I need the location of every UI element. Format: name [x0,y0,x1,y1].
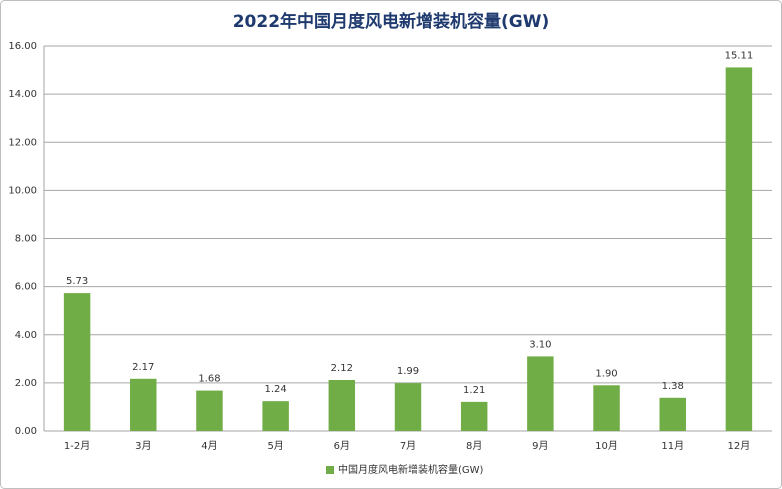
x-tick-label: 6月 [334,440,350,452]
bar [725,67,753,432]
y-tick-label: 2.00 [15,378,37,389]
y-tick-label: 16.00 [8,41,37,52]
y-tick-label: 10.00 [8,185,37,196]
data-label: 15.11 [725,50,754,61]
x-tick-label: 5月 [267,440,283,452]
bar [328,379,356,431]
x-tick-label: 7月 [400,440,416,452]
y-tick-label: 8.00 [15,234,37,245]
bar [460,401,488,431]
data-label: 5.73 [66,276,88,287]
data-label: 1.99 [397,366,419,377]
data-label: 1.21 [463,385,485,396]
y-tick-label: 4.00 [15,330,37,341]
data-label: 2.17 [132,362,154,373]
legend-swatch [326,466,334,474]
x-tick-label: 9月 [532,440,548,452]
bar [262,401,289,431]
data-label: 3.10 [529,339,551,350]
data-label: 1.68 [198,374,220,385]
bar [63,293,91,431]
legend-label: 中国月度风电新增装机容量(GW) [338,463,484,476]
chart-title: 2022年中国月度风电新增装机容量(GW) [233,11,550,32]
x-tick-label: 4月 [201,440,217,452]
y-tick-label: 6.00 [15,282,37,293]
y-tick-label: 14.00 [8,89,37,100]
bar [394,383,422,431]
x-tick-label: 1-2月 [64,440,90,452]
x-tick-label: 3月 [135,440,151,452]
data-label: 1.90 [595,368,617,379]
bar [527,356,554,431]
bar [196,390,223,431]
x-tick-label: 11月 [661,440,684,452]
data-label: 2.12 [331,363,353,374]
x-tick-label: 12月 [728,440,751,452]
bar [593,385,620,431]
x-tick-label: 8月 [466,440,482,452]
y-tick-label: 12.00 [8,137,37,148]
x-tick-label: 10月 [595,440,618,452]
data-label: 1.38 [662,381,684,392]
y-tick-label: 0.00 [15,426,37,437]
bar [659,397,686,431]
bar [130,378,157,431]
data-label: 1.24 [265,384,287,395]
